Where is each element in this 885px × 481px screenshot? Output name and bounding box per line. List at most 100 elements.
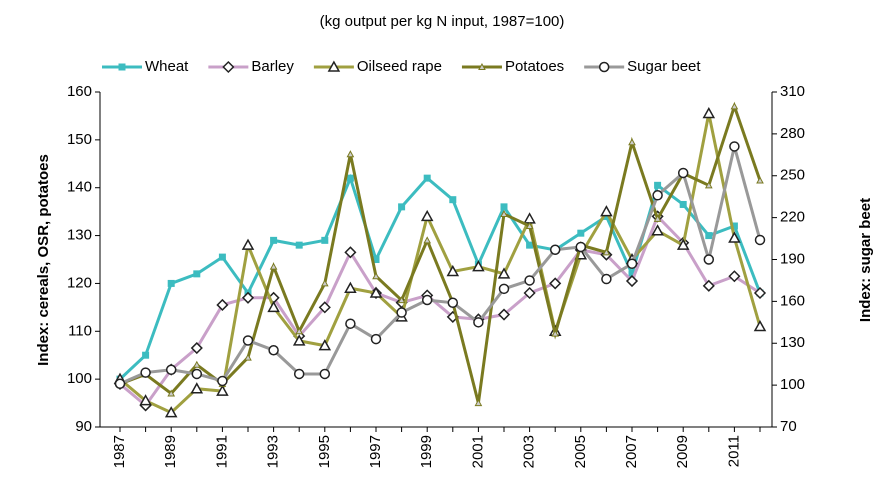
marker xyxy=(292,334,306,346)
marker xyxy=(498,283,510,295)
y-tick-label: 160 xyxy=(67,83,92,100)
y2-tick-label: 70 xyxy=(780,418,797,435)
marker xyxy=(628,138,636,146)
marker xyxy=(242,335,254,346)
marker xyxy=(478,62,486,70)
marker xyxy=(753,286,767,300)
marker xyxy=(728,270,741,283)
marker xyxy=(344,246,357,259)
y2-tick-label: 310 xyxy=(780,83,805,100)
marker xyxy=(551,329,560,337)
marker xyxy=(372,272,380,280)
marker xyxy=(267,300,280,313)
y2-tick-label: 160 xyxy=(780,292,805,309)
marker xyxy=(118,63,126,71)
marker xyxy=(676,238,690,250)
marker xyxy=(729,141,740,152)
marker xyxy=(114,378,126,389)
marker xyxy=(165,364,177,376)
marker xyxy=(396,307,407,318)
marker xyxy=(497,267,511,279)
marker xyxy=(320,279,329,287)
marker xyxy=(703,254,715,265)
marker xyxy=(523,286,536,300)
marker xyxy=(702,106,716,119)
y-tick-label: 110 xyxy=(68,322,92,339)
marker xyxy=(397,296,406,304)
marker xyxy=(190,341,203,355)
marker xyxy=(346,150,355,158)
marker xyxy=(473,317,484,328)
marker xyxy=(625,274,639,288)
marker xyxy=(526,241,534,249)
marker xyxy=(295,327,304,335)
marker xyxy=(216,298,229,312)
y2-tick-label: 250 xyxy=(780,167,805,184)
marker xyxy=(446,264,460,277)
x-tick-label: 1989 xyxy=(162,435,179,468)
x-tick-label: 2001 xyxy=(469,435,486,468)
marker xyxy=(191,368,203,380)
marker xyxy=(705,232,713,240)
y2-axis-title: Index: sugar beet xyxy=(857,198,874,322)
marker xyxy=(601,273,612,285)
marker xyxy=(654,181,662,189)
marker xyxy=(524,275,535,286)
series-line xyxy=(119,146,762,386)
marker xyxy=(754,234,766,246)
legend-label: Wheat xyxy=(145,58,189,75)
x-tick-label: 1991 xyxy=(213,435,230,468)
y2-tick-label: 100 xyxy=(780,376,805,393)
marker xyxy=(523,212,536,224)
legend-label: Barley xyxy=(251,58,294,75)
marker xyxy=(293,368,305,380)
marker xyxy=(679,200,687,208)
marker xyxy=(327,60,341,72)
marker xyxy=(370,333,382,345)
marker xyxy=(702,279,715,292)
series-line xyxy=(119,113,762,415)
marker xyxy=(652,190,663,201)
x-tick-label: 1999 xyxy=(418,435,435,468)
marker xyxy=(193,270,201,278)
marker xyxy=(525,221,534,229)
marker xyxy=(577,229,585,237)
marker xyxy=(677,167,689,179)
marker xyxy=(500,209,508,218)
marker xyxy=(372,256,380,263)
legend-label: Oilseed rape xyxy=(357,58,442,75)
y2-tick-label: 130 xyxy=(780,334,805,351)
y-tick-label: 120 xyxy=(67,274,92,291)
marker xyxy=(222,60,235,74)
marker xyxy=(651,224,664,236)
marker xyxy=(216,384,229,396)
marker xyxy=(345,318,356,329)
marker xyxy=(598,61,610,73)
marker xyxy=(270,236,278,244)
marker xyxy=(628,270,636,278)
marker xyxy=(626,258,638,269)
marker xyxy=(164,406,178,418)
y-tick-label: 130 xyxy=(67,227,92,244)
y2-tick-label: 220 xyxy=(780,209,805,226)
marker xyxy=(653,214,662,222)
y-tick-label: 150 xyxy=(67,131,92,148)
marker xyxy=(190,382,204,394)
y-tick-label: 90 xyxy=(75,418,92,435)
marker xyxy=(218,253,226,261)
marker xyxy=(140,367,151,378)
marker xyxy=(730,222,738,230)
marker xyxy=(600,205,613,217)
marker xyxy=(318,339,332,351)
marker xyxy=(549,277,562,290)
marker xyxy=(319,368,331,380)
marker xyxy=(321,236,329,244)
marker xyxy=(421,294,433,306)
y-tick-label: 140 xyxy=(67,179,92,196)
marker xyxy=(423,174,431,182)
marker xyxy=(268,344,279,356)
marker xyxy=(217,375,228,387)
marker xyxy=(420,209,434,222)
x-tick-label: 2009 xyxy=(674,435,691,468)
